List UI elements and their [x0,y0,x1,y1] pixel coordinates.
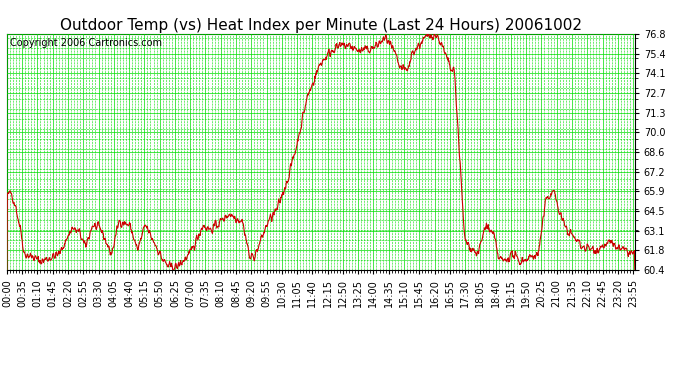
Text: Copyright 2006 Cartronics.com: Copyright 2006 Cartronics.com [10,39,162,48]
Title: Outdoor Temp (vs) Heat Index per Minute (Last 24 Hours) 20061002: Outdoor Temp (vs) Heat Index per Minute … [60,18,582,33]
